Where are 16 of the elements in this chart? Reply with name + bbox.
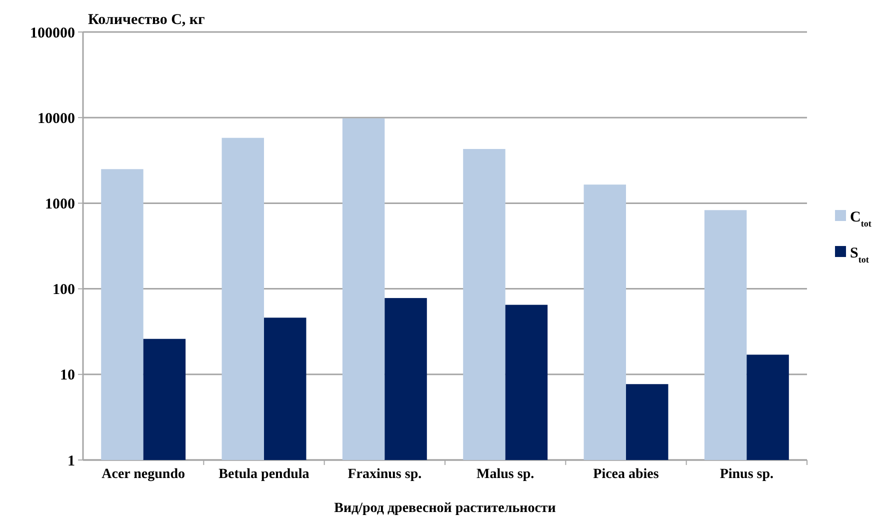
x-axis-title: Вид/род древесной растительности: [334, 501, 556, 516]
x-tick-label: Acer negundo: [102, 467, 186, 482]
legend-label: S$_{tot}$: [850, 245, 869, 264]
y-axis-title: Количество С, кг: [88, 12, 206, 28]
x-tick-label: Fraxinus sp.: [348, 467, 422, 482]
y-tick-label: 10000: [38, 110, 75, 127]
legend-label: C$_{tot}$: [850, 209, 872, 228]
x-tick-label: Pinus sp.: [720, 467, 774, 482]
x-tick-label: Picea abies: [593, 467, 660, 482]
y-tick-label: 1000: [45, 196, 75, 212]
x-tick-label: Betula pendula: [218, 467, 310, 482]
y-tick-label: 1: [68, 453, 75, 470]
x-tick-label: Malus sp.: [476, 467, 534, 482]
y-tick-label: 10: [60, 368, 75, 384]
y-tick-label: 100000: [30, 25, 75, 42]
y-tick-label: 100: [52, 282, 75, 298]
